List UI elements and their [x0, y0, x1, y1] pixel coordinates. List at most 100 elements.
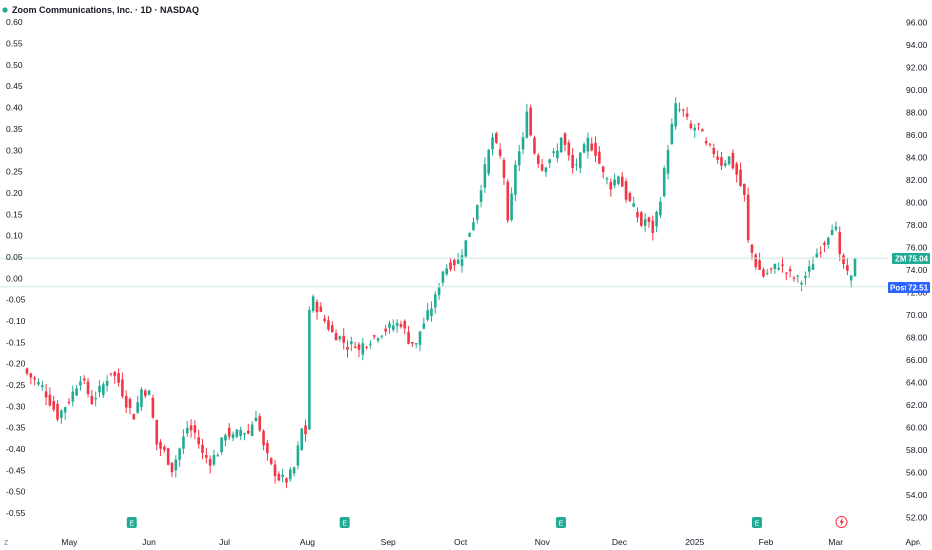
earnings-badge-bg	[126, 517, 137, 528]
candle-body	[109, 373, 113, 375]
candle-body	[498, 149, 502, 156]
candle-body	[559, 137, 563, 153]
candle-body	[662, 167, 666, 197]
candle-body	[403, 320, 407, 329]
candle-body	[468, 232, 471, 237]
candle-body	[33, 377, 36, 380]
candle-body	[762, 269, 765, 277]
last-price-box	[906, 253, 930, 264]
candle-body	[98, 385, 101, 393]
candle-body	[460, 255, 464, 266]
left-axis-label: -0.25	[6, 380, 26, 390]
candle-body	[174, 459, 178, 471]
candle-body	[388, 323, 391, 328]
right-axis-label: 68.00	[906, 332, 928, 342]
candle-body	[426, 310, 429, 320]
left-axis-label: 0.00	[6, 273, 23, 283]
lightning-icon[interactable]	[835, 516, 848, 528]
candle-body	[739, 169, 742, 186]
candle-body	[708, 143, 712, 145]
symbol-tag-label: ZM	[895, 255, 907, 264]
candle-body	[678, 109, 681, 111]
candle-body	[75, 388, 78, 396]
earnings-icon[interactable]: E	[751, 517, 762, 528]
candle-body	[86, 381, 90, 394]
right-axis-label: 58.00	[906, 445, 928, 455]
post-tag-bg	[888, 282, 906, 293]
left-axis-label: 0.55	[6, 39, 23, 49]
candle-body	[666, 149, 670, 174]
earnings-badge-bg	[751, 517, 762, 528]
candle-body	[330, 325, 334, 333]
candle-body	[815, 253, 819, 258]
timezone-corner-label[interactable]: Z	[4, 540, 9, 547]
left-scale[interactable]: 0.60 0.55 0.50 0.45 0.40 0.35 0.30 0.25 0.20 0.15…	[6, 17, 26, 518]
candle-body	[598, 151, 601, 164]
candle-body	[254, 417, 258, 422]
candle-body	[521, 137, 525, 150]
candle-body	[227, 427, 231, 437]
earnings-badge-label: E	[559, 521, 564, 528]
auto-scale-button[interactable]: A	[916, 540, 921, 547]
left-axis-label: 0.30	[6, 145, 23, 155]
candle-body	[380, 335, 384, 337]
candle-body	[178, 448, 181, 460]
candle-body	[533, 137, 536, 154]
candle-body	[266, 443, 269, 454]
candle-body	[571, 155, 574, 169]
candle-body	[437, 287, 441, 296]
candle-body	[697, 123, 700, 125]
earnings-icon[interactable]: E	[555, 517, 566, 528]
candle-body	[163, 446, 166, 450]
left-axis-label: 0.35	[6, 124, 23, 134]
candle-body	[720, 157, 723, 166]
candle-body	[132, 414, 136, 420]
right-axis-label: 76.00	[906, 243, 928, 253]
candle-body	[605, 178, 609, 180]
candle-body	[170, 462, 174, 473]
candle-body	[800, 282, 803, 285]
left-axis-label: 0.10	[6, 231, 23, 241]
candle-body	[449, 262, 452, 270]
candle-body	[502, 160, 506, 178]
earnings-badge-label: E	[755, 521, 760, 528]
candle-body	[384, 328, 387, 332]
earnings-icon[interactable]: E	[126, 517, 137, 528]
candle-body	[201, 444, 204, 453]
left-axis-label: -0.40	[6, 444, 26, 454]
candle-body	[40, 385, 44, 388]
candle-body	[567, 142, 571, 156]
candle-body	[743, 183, 746, 195]
post-price-tag: Post 72.51	[888, 282, 930, 293]
candle-body	[689, 123, 693, 129]
right-axis-label: 74.00	[906, 265, 928, 275]
candle-body	[643, 219, 647, 226]
left-axis-label: -0.45	[6, 465, 26, 475]
candle-body	[353, 346, 357, 348]
candle-body	[659, 201, 662, 216]
right-axis-label: 56.00	[906, 467, 928, 477]
candle-body	[544, 167, 548, 173]
time-scale[interactable]: May Jun Jul Aug Sep Oct Nov Dec 2025 Feb Mar Apr	[61, 537, 918, 547]
right-axis-label: 66.00	[906, 355, 928, 365]
candle-body	[411, 341, 414, 344]
right-scale[interactable]: 96.00 94.00 92.00 90.00 88.00 86.00 84.00 82.00…	[906, 18, 928, 523]
left-axis-label: -0.50	[6, 487, 26, 497]
candle-body	[601, 166, 605, 173]
candle-body	[613, 179, 616, 186]
candle-body	[746, 194, 750, 241]
candle-body	[430, 308, 433, 317]
right-axis-label: 96.00	[906, 18, 928, 28]
candle-body	[529, 107, 532, 136]
right-axis-label: 70.00	[906, 310, 928, 320]
candles-layer	[25, 97, 857, 489]
candle-body	[25, 368, 29, 374]
earnings-icon[interactable]: E	[339, 517, 350, 528]
candle-body	[723, 163, 727, 166]
candle-body	[685, 113, 689, 117]
right-axis-label: 88.00	[906, 108, 928, 118]
time-axis-label: May	[61, 537, 78, 547]
candle-body	[48, 394, 52, 406]
right-axis-label: 78.00	[906, 220, 928, 230]
